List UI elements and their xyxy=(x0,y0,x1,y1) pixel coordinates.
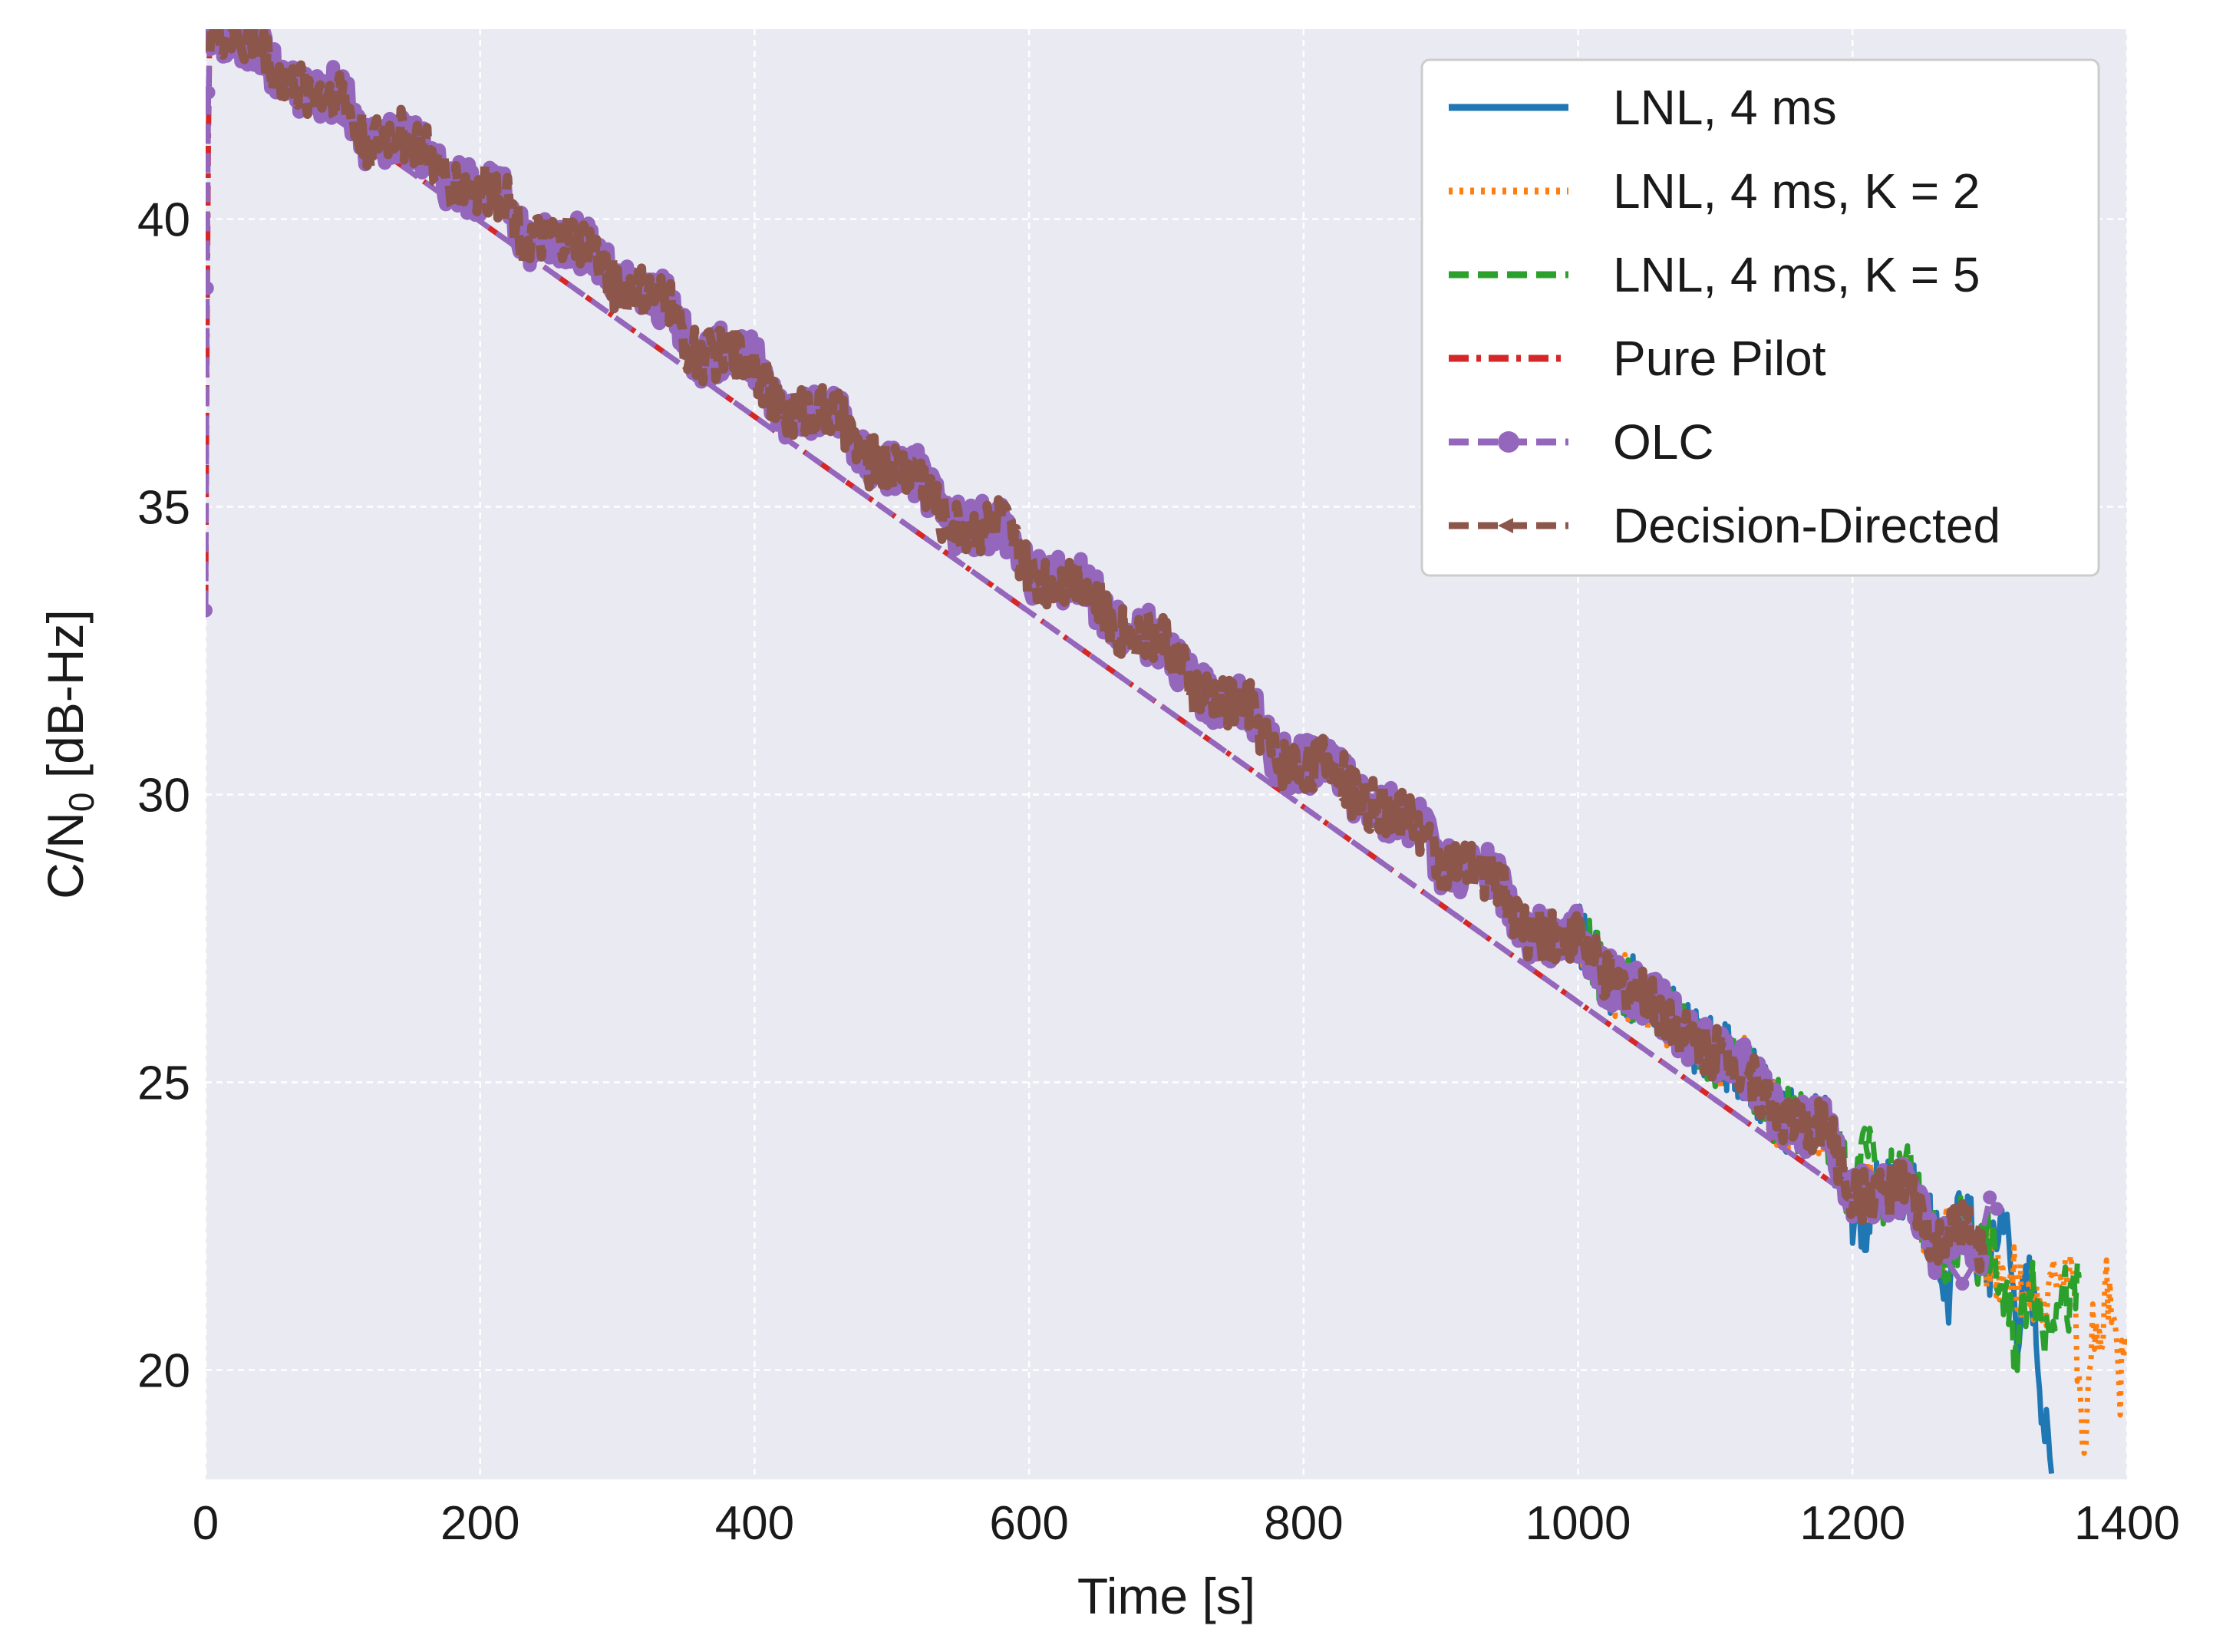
legend-entry: LNL, 4 ms, K = 2 xyxy=(1449,163,1980,219)
x-tick-label: 1200 xyxy=(1799,1497,1905,1550)
legend-label: Pure Pilot xyxy=(1613,331,1826,386)
series-line xyxy=(206,29,1988,1274)
legend: LNL, 4 ms LNL, 4 ms, K = 2 LNL, 4 ms, K = … xyxy=(1420,58,2100,577)
x-tick-label: 600 xyxy=(989,1497,1068,1550)
y-axis-label-unit: [dB-Hz] xyxy=(37,609,94,792)
x-tick-label: 800 xyxy=(1264,1497,1343,1550)
legend-entry: LNL, 4 ms, K = 5 xyxy=(1449,247,1980,302)
series-5 xyxy=(206,29,1988,1274)
y-tick-label: 35 xyxy=(137,482,190,535)
series-marker xyxy=(206,281,214,295)
y-axis-label-subscript: 0 xyxy=(61,793,101,813)
legend-marker xyxy=(1498,518,1513,533)
series-line xyxy=(206,29,1951,1252)
legend-label: LNL, 4 ms, K = 5 xyxy=(1613,247,1980,302)
x-tick-labels: 0 200 400 600 800 1000 1200 1400 xyxy=(193,1497,2180,1550)
series-3 xyxy=(206,29,1951,1252)
x-tick-label: 400 xyxy=(715,1497,794,1550)
x-tick-label: 200 xyxy=(440,1497,519,1550)
legend-label: Decision-Directed xyxy=(1613,498,2000,553)
y-axis-label: C/N0 [dB-Hz] xyxy=(37,609,101,899)
series-marker xyxy=(206,603,213,618)
legend-label: OLC xyxy=(1613,414,1714,470)
y-axis-label-main: C/N xyxy=(37,812,94,899)
series-group xyxy=(206,29,2127,1474)
series-marker xyxy=(1955,1277,1970,1291)
y-tick-label: 40 xyxy=(137,194,190,247)
series-marker xyxy=(1983,1190,1997,1205)
legend-entry: OLC xyxy=(1449,414,1714,470)
legend-marker xyxy=(1498,431,1519,453)
x-tick-label: 1400 xyxy=(2074,1497,2180,1550)
legend-box xyxy=(1420,58,2100,577)
legend-entry: Pure Pilot xyxy=(1449,331,1826,386)
legend-entry: Decision-Directed xyxy=(1449,498,2000,553)
y-tick-label: 20 xyxy=(137,1345,190,1398)
x-tick-label: 0 xyxy=(193,1497,219,1550)
x-tick-label: 1000 xyxy=(1525,1497,1631,1550)
legend-label: LNL, 4 ms xyxy=(1613,80,1837,135)
y-tick-labels: 20 25 30 35 40 xyxy=(137,194,190,1398)
legend-entry: LNL, 4 ms xyxy=(1449,80,1837,135)
series-marker xyxy=(1990,1202,2004,1216)
y-tick-label: 25 xyxy=(137,1057,190,1110)
y-tick-label: 30 xyxy=(137,770,190,823)
x-axis-label: Time [s] xyxy=(1077,1568,1255,1624)
series-marker xyxy=(206,85,216,100)
legend-label: LNL, 4 ms, K = 2 xyxy=(1613,163,1980,219)
